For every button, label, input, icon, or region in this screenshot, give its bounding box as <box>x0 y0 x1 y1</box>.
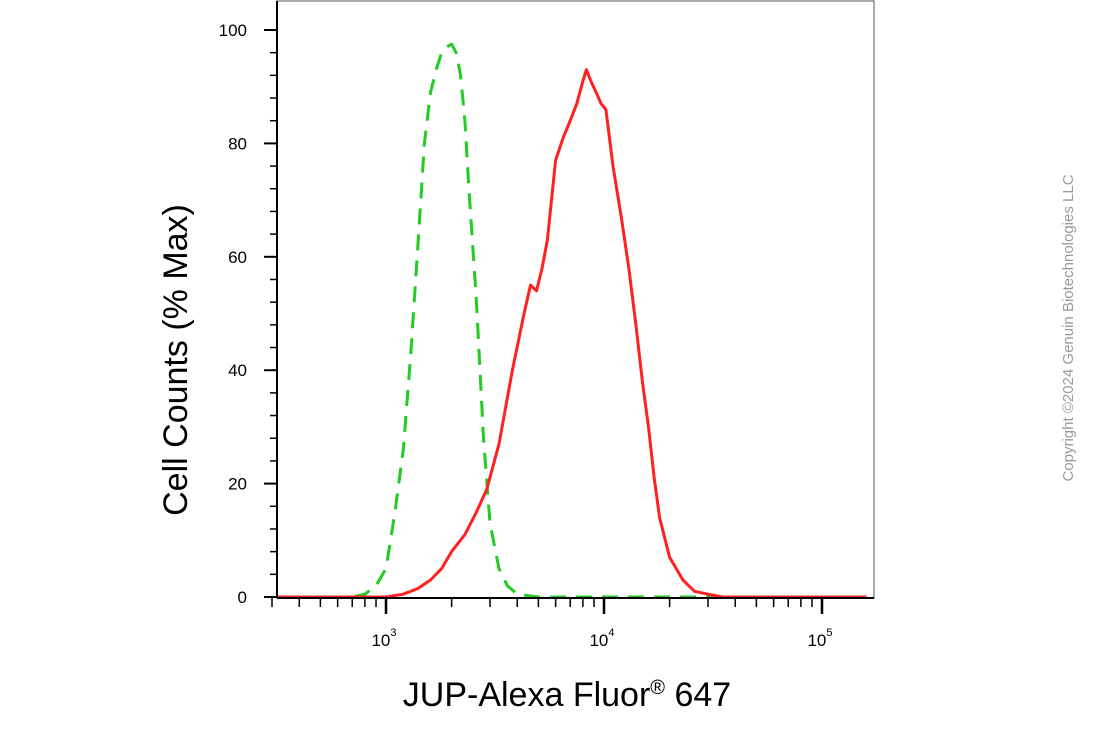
x-tick-label: 105 <box>807 627 832 650</box>
y-axis-title: Cell Counts (% Max) <box>157 204 195 516</box>
y-tick-label: 40 <box>228 361 247 380</box>
x-tick-label: 103 <box>371 627 396 650</box>
y-tick-label: 80 <box>228 134 247 153</box>
y-tick-label: 100 <box>219 21 247 40</box>
series-layer <box>277 42 867 599</box>
dashed-series-line <box>277 42 867 599</box>
plot-frame <box>276 0 875 599</box>
x-axis-title: JUP-Alexa Fluor® 647 <box>403 676 731 714</box>
solid-series-line <box>277 68 867 599</box>
y-axis-ticks: 0 20 40 60 80 100 <box>219 21 277 607</box>
y-tick-label: 0 <box>238 588 247 607</box>
y-tick-label: 20 <box>228 475 247 494</box>
x-axis-ticks: 103 104 105 <box>271 598 833 650</box>
y-tick-label: 60 <box>228 248 247 267</box>
x-tick-label: 104 <box>589 627 614 650</box>
copyright-watermark: Copyright ©2024 Genuin Biotechnologies L… <box>1060 174 1077 481</box>
